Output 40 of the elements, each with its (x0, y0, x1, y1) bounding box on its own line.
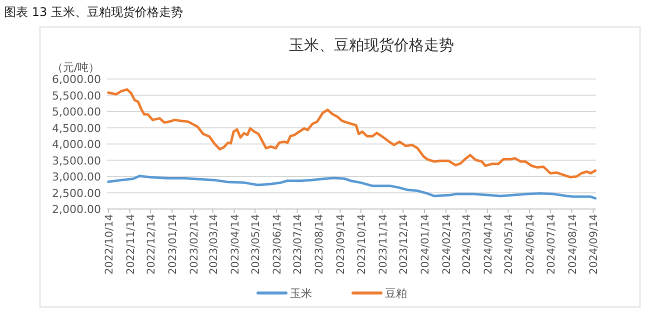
x-tick-label: 2023/04/14 (229, 214, 242, 275)
y-tick-label: 3,000.00 (52, 170, 101, 184)
x-tick-label: 2023/05/14 (250, 214, 262, 275)
x-tick-label: 2022/10/14 (103, 214, 116, 275)
y-tick-label: 4,500.00 (52, 122, 101, 135)
x-tick-label: 2023/10/14 (356, 214, 368, 275)
y-axis-title: （元/吨） (52, 61, 100, 74)
y-tick-label: 4,000.00 (52, 138, 101, 151)
x-tick-label: 2024/09/14 (588, 214, 600, 275)
x-tick-label: 2023/08/14 (314, 214, 326, 275)
y-tick-label: 3,500.00 (52, 154, 101, 168)
x-tick-label: 2023/03/14 (208, 214, 220, 275)
x-tick-label: 2024/05/14 (503, 214, 516, 275)
legend-label: 豆粕 (385, 287, 407, 300)
x-tick-label: 2024/03/14 (460, 214, 473, 275)
x-tick-label: 2023/06/14 (271, 214, 284, 275)
y-tick-label: 2,500.00 (52, 186, 101, 200)
x-tick-label: 2024/02/14 (440, 214, 453, 275)
x-tick-label: 2024/06/14 (524, 214, 537, 275)
x-tick-label: 2023/11/14 (377, 214, 390, 275)
line-series (107, 88, 597, 178)
x-tick-label: 2022/12/14 (146, 214, 158, 275)
x-tick-label: 2024/08/14 (566, 214, 579, 275)
x-tick-label: 2024/04/14 (482, 214, 494, 275)
legend-label: 玉米 (290, 287, 312, 300)
line-series (107, 174, 597, 200)
x-tick-label: 2023/02/14 (188, 214, 200, 275)
x-tick-label: 2024/01/14 (419, 214, 432, 275)
x-tick-label: 2023/01/14 (167, 214, 180, 275)
x-tick-label: 2024/07/14 (545, 214, 558, 275)
x-tick-label: 2023/12/14 (398, 214, 410, 275)
y-tick-label: 6,000.00 (52, 73, 101, 86)
chart-title: 玉米、豆粕现货价格走势 (289, 36, 454, 54)
y-tick-label: 2,000.00 (52, 203, 101, 216)
x-tick-label: 2023/09/14 (335, 214, 348, 275)
y-tick-label: 5,500.00 (52, 89, 101, 102)
x-tick-label: 2023/07/14 (292, 214, 304, 275)
x-tick-label: 2022/11/14 (124, 214, 137, 275)
y-tick-label: 5,000.00 (52, 106, 101, 118)
text: 图表 13 玉米、豆粕现货价格走势 (4, 5, 183, 19)
